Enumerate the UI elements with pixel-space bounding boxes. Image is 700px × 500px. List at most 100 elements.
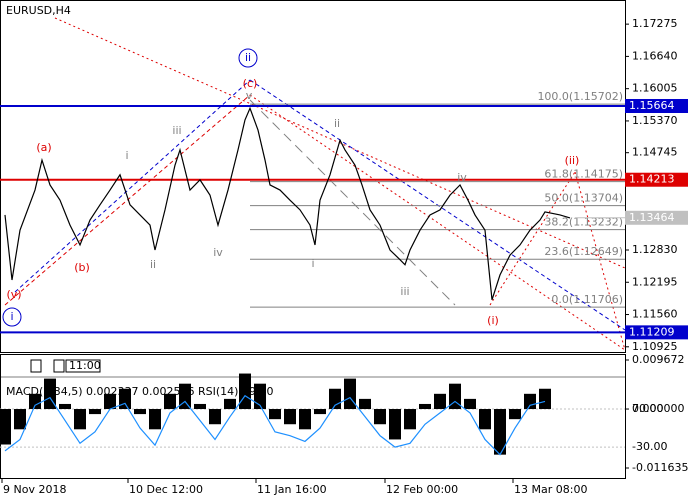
wave-label: v [246,89,253,102]
macd-bar [359,398,371,410]
y-tick-label: 1.10925 [632,340,678,353]
fib-label: 50.0(1.13704) [544,192,623,205]
wave-label: (b) [74,261,90,274]
wave-label: iii [400,285,409,298]
macd-bar [509,409,521,420]
macd-bar [224,398,236,410]
trend-line [4,94,251,306]
macd-bar [194,403,206,410]
trend-line [489,171,576,306]
y2-tick-label: -30.00 [632,440,667,453]
trend-line [574,171,626,351]
y-tick-label: 1.15370 [632,114,678,127]
price-line [4,106,571,300]
level-box [625,98,688,113]
x-tick-label: 10 Dec 12:00 [129,483,203,496]
y-tick-label: 1.14745 [632,146,678,159]
trend-line [249,94,626,351]
x-tick-label: 9 Nov 2018 [3,483,66,496]
macd-bar [239,373,251,410]
wave-label: (i) [487,314,499,327]
y-tick-label: -0.011635 [632,461,688,474]
wave-label: i [125,149,128,162]
level-label: 1.11209 [629,325,675,338]
level-box [625,325,688,340]
macd-bar [299,409,311,430]
wave-label: (c) [243,77,258,90]
wave-label: ii [334,117,340,130]
level-label: 1.15664 [629,99,675,112]
macd-bar [449,383,461,410]
wave-label: ii [245,51,251,64]
macd-bar [464,398,476,410]
macd-bar [269,409,281,420]
wave-label: (v) [6,288,21,301]
macd-bar [89,409,101,415]
trend-line [249,99,456,306]
macd-bar [14,409,26,430]
y-tick-label: 1.12830 [632,243,678,256]
macd-bar [344,378,356,410]
wave-label: iv [213,246,223,259]
level-label: 1.14213 [629,173,675,186]
fib-label: 61.8(1.14175) [544,168,623,181]
macd-bar [314,409,326,415]
time-box-label: 11:00 [69,359,101,372]
macd-bar [539,388,551,410]
macd-bar [419,403,431,410]
toolbar-box [30,359,42,373]
y-tick-label: 1.11560 [632,308,678,321]
macd-bar [119,388,131,410]
macd-bar [164,393,176,410]
y-tick-label: 1.12195 [632,275,678,288]
macd-bar [104,393,116,410]
macd-bar [524,393,536,410]
macd-bar [74,409,86,430]
y-tick-label: 1.16640 [632,49,678,62]
fib-label: 38.2(1.13232) [544,216,623,229]
y-tick-label: 1.16005 [632,82,678,95]
indicator-title: MACD(5,34,5) 0.002337 0.002586 RSI(14) 5… [6,385,273,398]
macd-bar [494,409,506,455]
level-box [625,172,688,187]
x-tick-label: 12 Feb 00:00 [386,483,458,496]
macd-bar [179,383,191,410]
macd-bar [134,409,146,415]
macd-bar [374,409,386,425]
macd-bar [389,409,401,440]
wave-label: (a) [36,141,51,154]
last-price-box [625,210,688,225]
macd-bar [0,409,11,445]
wave-label: iii [172,124,181,137]
y-tick-label: 1.17275 [632,17,678,30]
y-tick-label: 0.009672 [632,353,685,366]
rsi-line [4,394,546,456]
wave-label: i [311,257,314,270]
wave-label: ii [150,258,156,271]
y2-tick-label: 70.00 [632,402,664,415]
macd-bar [434,393,446,410]
y-tick-label: 0.000000 [632,402,685,415]
macd-bar [404,409,416,430]
wave-circle [2,307,22,327]
fib-label: 0.0(1.11706) [551,293,623,306]
trend-line [54,17,626,269]
macd-bar [479,409,491,430]
macd-bar [59,403,71,410]
wave-label: iv [457,171,467,184]
last-price-label: 1.13464 [629,211,675,224]
fib-label: 23.6(1.12649) [544,245,623,258]
wave-circle [238,48,258,68]
macd-bar [29,393,41,410]
x-tick-label: 13 Mar 08:00 [514,483,587,496]
trend-line [14,79,251,293]
toolbar-box [53,359,65,373]
macd-bar [209,409,221,425]
fib-label: 100.0(1.15702) [537,90,623,103]
trend-line [249,79,626,331]
x-tick-label: 11 Jan 16:00 [257,483,327,496]
macd-bar [284,409,296,425]
macd-bar [149,409,161,430]
